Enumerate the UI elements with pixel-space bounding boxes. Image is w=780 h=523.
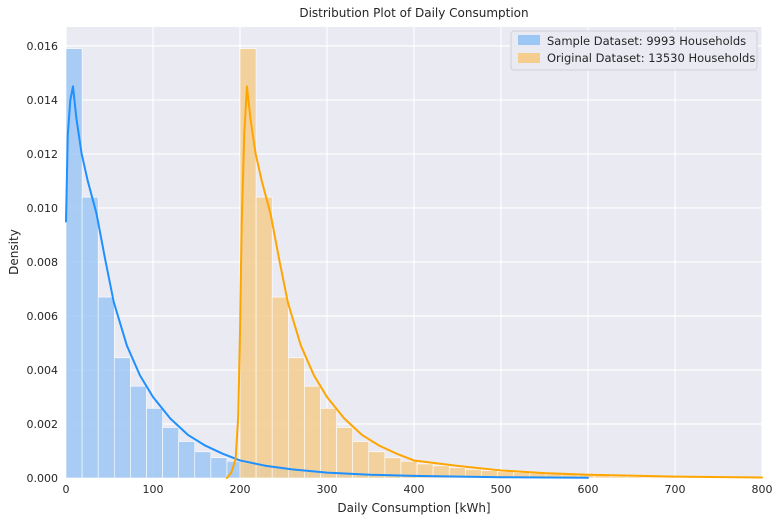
bar-series0-2 [97, 296, 115, 479]
bar-series1-6 [336, 427, 353, 479]
kde-line-series1 [225, 85, 763, 479]
bar-series0-8 [194, 451, 212, 479]
bar-series0-4 [130, 385, 147, 479]
legend-label-original: Original Dataset: 13530 Households [547, 51, 755, 65]
bar-series1-1 [255, 196, 273, 479]
bar-series1-0 [239, 48, 257, 479]
y-tick-label-5: 0.010 [27, 202, 59, 215]
legend-swatch-original [518, 53, 540, 63]
y-tick-label-1: 0.002 [27, 418, 59, 431]
y-axis-ticks: 0.000 0.002 0.004 0.006 0.008 0.010 0.012 0.014… [27, 40, 59, 485]
histogram-bars [65, 48, 756, 479]
bar-series0-9 [210, 457, 228, 479]
y-tick-label-6: 0.012 [27, 148, 59, 161]
bar-series0-7 [178, 441, 196, 479]
bar-series0-5 [146, 408, 163, 479]
y-tick-label-2: 0.004 [27, 364, 59, 377]
bar-series0-3 [113, 357, 131, 479]
x-tick-label-7: 700 [665, 483, 686, 496]
y-tick-label-3: 0.006 [27, 310, 59, 323]
x-tick-label-1: 100 [143, 483, 164, 496]
bar-series1-7 [352, 441, 370, 479]
y-tick-label-7: 0.014 [27, 94, 59, 107]
bar-series1-4 [304, 385, 321, 479]
kde-curves [65, 85, 763, 479]
x-axis-ticks: 0 100 200 300 400 500 600 700 800 [63, 483, 773, 496]
y-tick-label-0: 0.000 [27, 472, 59, 485]
x-tick-label-4: 400 [404, 483, 425, 496]
chart-title: Distribution Plot of Daily Consumption [299, 6, 528, 20]
bar-series0-1 [81, 196, 99, 479]
bar-series1-23 [609, 476, 627, 479]
x-axis-title: Daily Consumption [kWh] [337, 501, 490, 515]
legend: Sample Dataset: 9993 Households Original… [510, 30, 758, 71]
y-axis-title: Density [7, 229, 21, 275]
x-tick-label-2: 200 [230, 483, 251, 496]
legend-frame [510, 30, 758, 71]
bar-series1-5 [320, 408, 337, 479]
x-tick-label-8: 800 [752, 483, 773, 496]
y-tick-label-8: 0.016 [27, 40, 59, 53]
y-tick-label-4: 0.008 [27, 256, 59, 269]
bar-series1-2 [271, 296, 289, 479]
legend-label-sample: Sample Dataset: 9993 Households [547, 34, 746, 48]
legend-swatch-sample [518, 35, 540, 45]
x-tick-label-6: 600 [578, 483, 599, 496]
bar-series1-3 [287, 357, 305, 479]
x-tick-label-0: 0 [63, 483, 70, 496]
x-tick-label-5: 500 [491, 483, 512, 496]
kde-line-series0 [65, 85, 589, 479]
bar-series0-6 [162, 427, 179, 479]
x-tick-label-3: 300 [317, 483, 338, 496]
